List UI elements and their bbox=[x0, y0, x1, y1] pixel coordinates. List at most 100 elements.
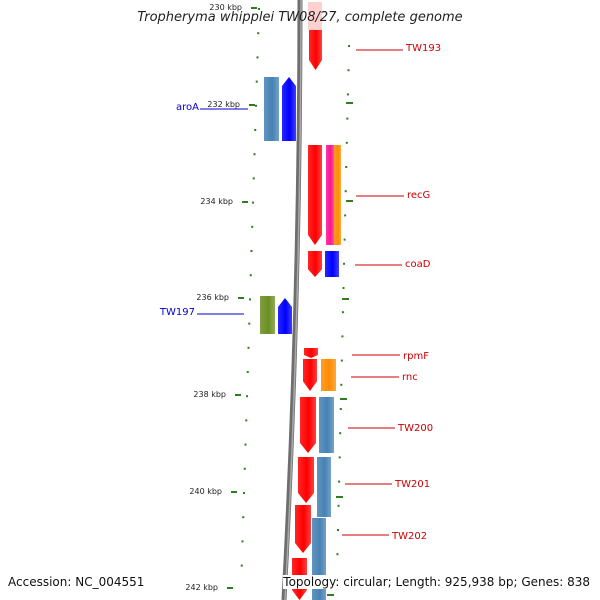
gene-label-text: coaD bbox=[405, 259, 431, 270]
gene-label-aroA: aroA bbox=[176, 102, 248, 113]
scale-tick-mark bbox=[238, 297, 244, 299]
genome-backbone bbox=[281, 0, 303, 600]
tick-dot bbox=[258, 8, 260, 10]
backbone-line bbox=[281, 0, 303, 600]
tick-dot bbox=[344, 214, 347, 217]
scale-tick-mark bbox=[346, 102, 353, 104]
tick-dot bbox=[246, 371, 249, 373]
scale-tick-mark bbox=[342, 298, 349, 300]
tick-dot bbox=[254, 129, 257, 131]
scale-ticks: 230 kbp 232 kbp 234 kbp 236 kbp 238 kbp 240 k… bbox=[185, 3, 353, 596]
gene-label-coaD: coaD bbox=[355, 259, 431, 270]
tick-dot bbox=[338, 480, 341, 483]
gene-label-text: TW197 bbox=[159, 307, 195, 318]
tick-dot bbox=[346, 117, 349, 120]
tick-dot bbox=[256, 56, 259, 59]
tick-dot bbox=[336, 553, 339, 556]
gene-label-TW202: TW202 bbox=[342, 531, 427, 542]
gene-aroA bbox=[282, 77, 296, 141]
accession-text: Accession: NC_004551 bbox=[8, 575, 145, 589]
tick-dot bbox=[247, 346, 250, 349]
gene-label-text: TW202 bbox=[391, 531, 427, 542]
scale-tick-label: 230 kbp bbox=[209, 3, 242, 12]
scale-tick-mark bbox=[340, 398, 347, 400]
scale-tick-label: 236 kbp bbox=[196, 293, 229, 302]
gene-label-text: aroA bbox=[176, 102, 199, 113]
tick-dot bbox=[243, 467, 246, 470]
gene-label-TW201: TW201 bbox=[345, 479, 430, 490]
gene-features bbox=[260, 2, 341, 600]
feature-TW201-steel bbox=[317, 457, 331, 517]
tick-dot bbox=[253, 153, 256, 156]
gene-label-TW197: TW197 bbox=[159, 307, 244, 318]
gene-label-text: TW193 bbox=[405, 43, 441, 54]
scale-tick-label: 232 kbp bbox=[207, 100, 240, 109]
feature-aroA-region bbox=[264, 77, 279, 141]
gene-TW200 bbox=[300, 397, 316, 453]
tick-dot bbox=[343, 238, 346, 241]
tick-dot bbox=[345, 141, 348, 144]
scale-tick: 240 kbp bbox=[189, 487, 237, 496]
tick-dot bbox=[345, 166, 348, 168]
tick-dot bbox=[341, 335, 344, 338]
tick-dot bbox=[339, 408, 342, 410]
scale-tick-mark bbox=[346, 200, 353, 202]
gene-label-rnc: rnc bbox=[351, 372, 418, 383]
gene-TW201 bbox=[298, 457, 314, 503]
tick-dot bbox=[241, 540, 244, 543]
gene-TW197 bbox=[260, 296, 275, 334]
tick-dot bbox=[252, 201, 254, 204]
map-title: Tropheryma whipplei TW08/27, complete ge… bbox=[137, 10, 463, 25]
tick-dot bbox=[250, 250, 253, 252]
gene-label-text: rpmF bbox=[403, 351, 429, 362]
tick-dot bbox=[244, 443, 247, 446]
tick-dot bbox=[255, 80, 258, 83]
scale-tick: 236 kbp bbox=[196, 293, 244, 302]
scale-tick-label: 240 kbp bbox=[189, 487, 222, 496]
tick-dot bbox=[240, 564, 243, 567]
backbone-highlight bbox=[284, 0, 302, 600]
feature-coaD-blue bbox=[325, 251, 339, 277]
tick-dot bbox=[251, 225, 254, 228]
scale-tick-label: 234 kbp bbox=[200, 197, 233, 206]
scale-tick-mark bbox=[242, 201, 248, 203]
scale-tick: 232 kbp bbox=[207, 100, 255, 109]
gene-recG bbox=[308, 145, 322, 245]
scale-tick: 230 kbp bbox=[209, 3, 257, 12]
gene-label-text: TW201 bbox=[394, 479, 430, 490]
gene-TW202 bbox=[295, 505, 311, 553]
gene-coaD bbox=[308, 251, 322, 277]
scale-tick-label: 238 kbp bbox=[193, 390, 226, 399]
tick-dot bbox=[340, 383, 343, 386]
faded-feature bbox=[308, 2, 322, 30]
scale-tick-mark bbox=[327, 594, 334, 596]
tick-dot bbox=[245, 419, 248, 422]
tick-dot bbox=[248, 322, 251, 325]
tick-dot bbox=[257, 32, 260, 35]
scale-tick: 242 kbp bbox=[185, 583, 233, 592]
topology-text: Topology: circular; Length: 925,938 bp; … bbox=[283, 575, 590, 589]
gene-label-TW200: TW200 bbox=[348, 423, 433, 434]
tick-dot bbox=[339, 432, 342, 435]
tick-dot bbox=[252, 177, 255, 180]
tick-dot bbox=[347, 69, 350, 72]
scale-tick-mark bbox=[251, 7, 257, 9]
tick-dot bbox=[246, 395, 248, 398]
gene-labels: TW193 aroA recG coaD TW197 rpmF rnc TW200 TW201 T… bbox=[159, 43, 441, 542]
gene-label-rpmF: rpmF bbox=[352, 351, 429, 362]
tick-dot bbox=[249, 298, 251, 301]
tick-dot bbox=[342, 287, 345, 289]
tick-dot bbox=[255, 104, 257, 107]
scale-tick: 238 kbp bbox=[193, 390, 241, 399]
scale-tick-mark bbox=[227, 587, 233, 589]
tick-dot bbox=[341, 311, 344, 314]
tick-dot bbox=[249, 274, 252, 277]
feature-rnc-orange bbox=[321, 359, 336, 391]
tick-dot bbox=[338, 456, 341, 459]
gene-label-text: rnc bbox=[402, 372, 418, 383]
scale-tick-mark bbox=[336, 496, 343, 498]
tick-dot bbox=[343, 262, 346, 265]
scale-tick-mark bbox=[231, 491, 237, 493]
gene-rnc bbox=[303, 359, 317, 391]
